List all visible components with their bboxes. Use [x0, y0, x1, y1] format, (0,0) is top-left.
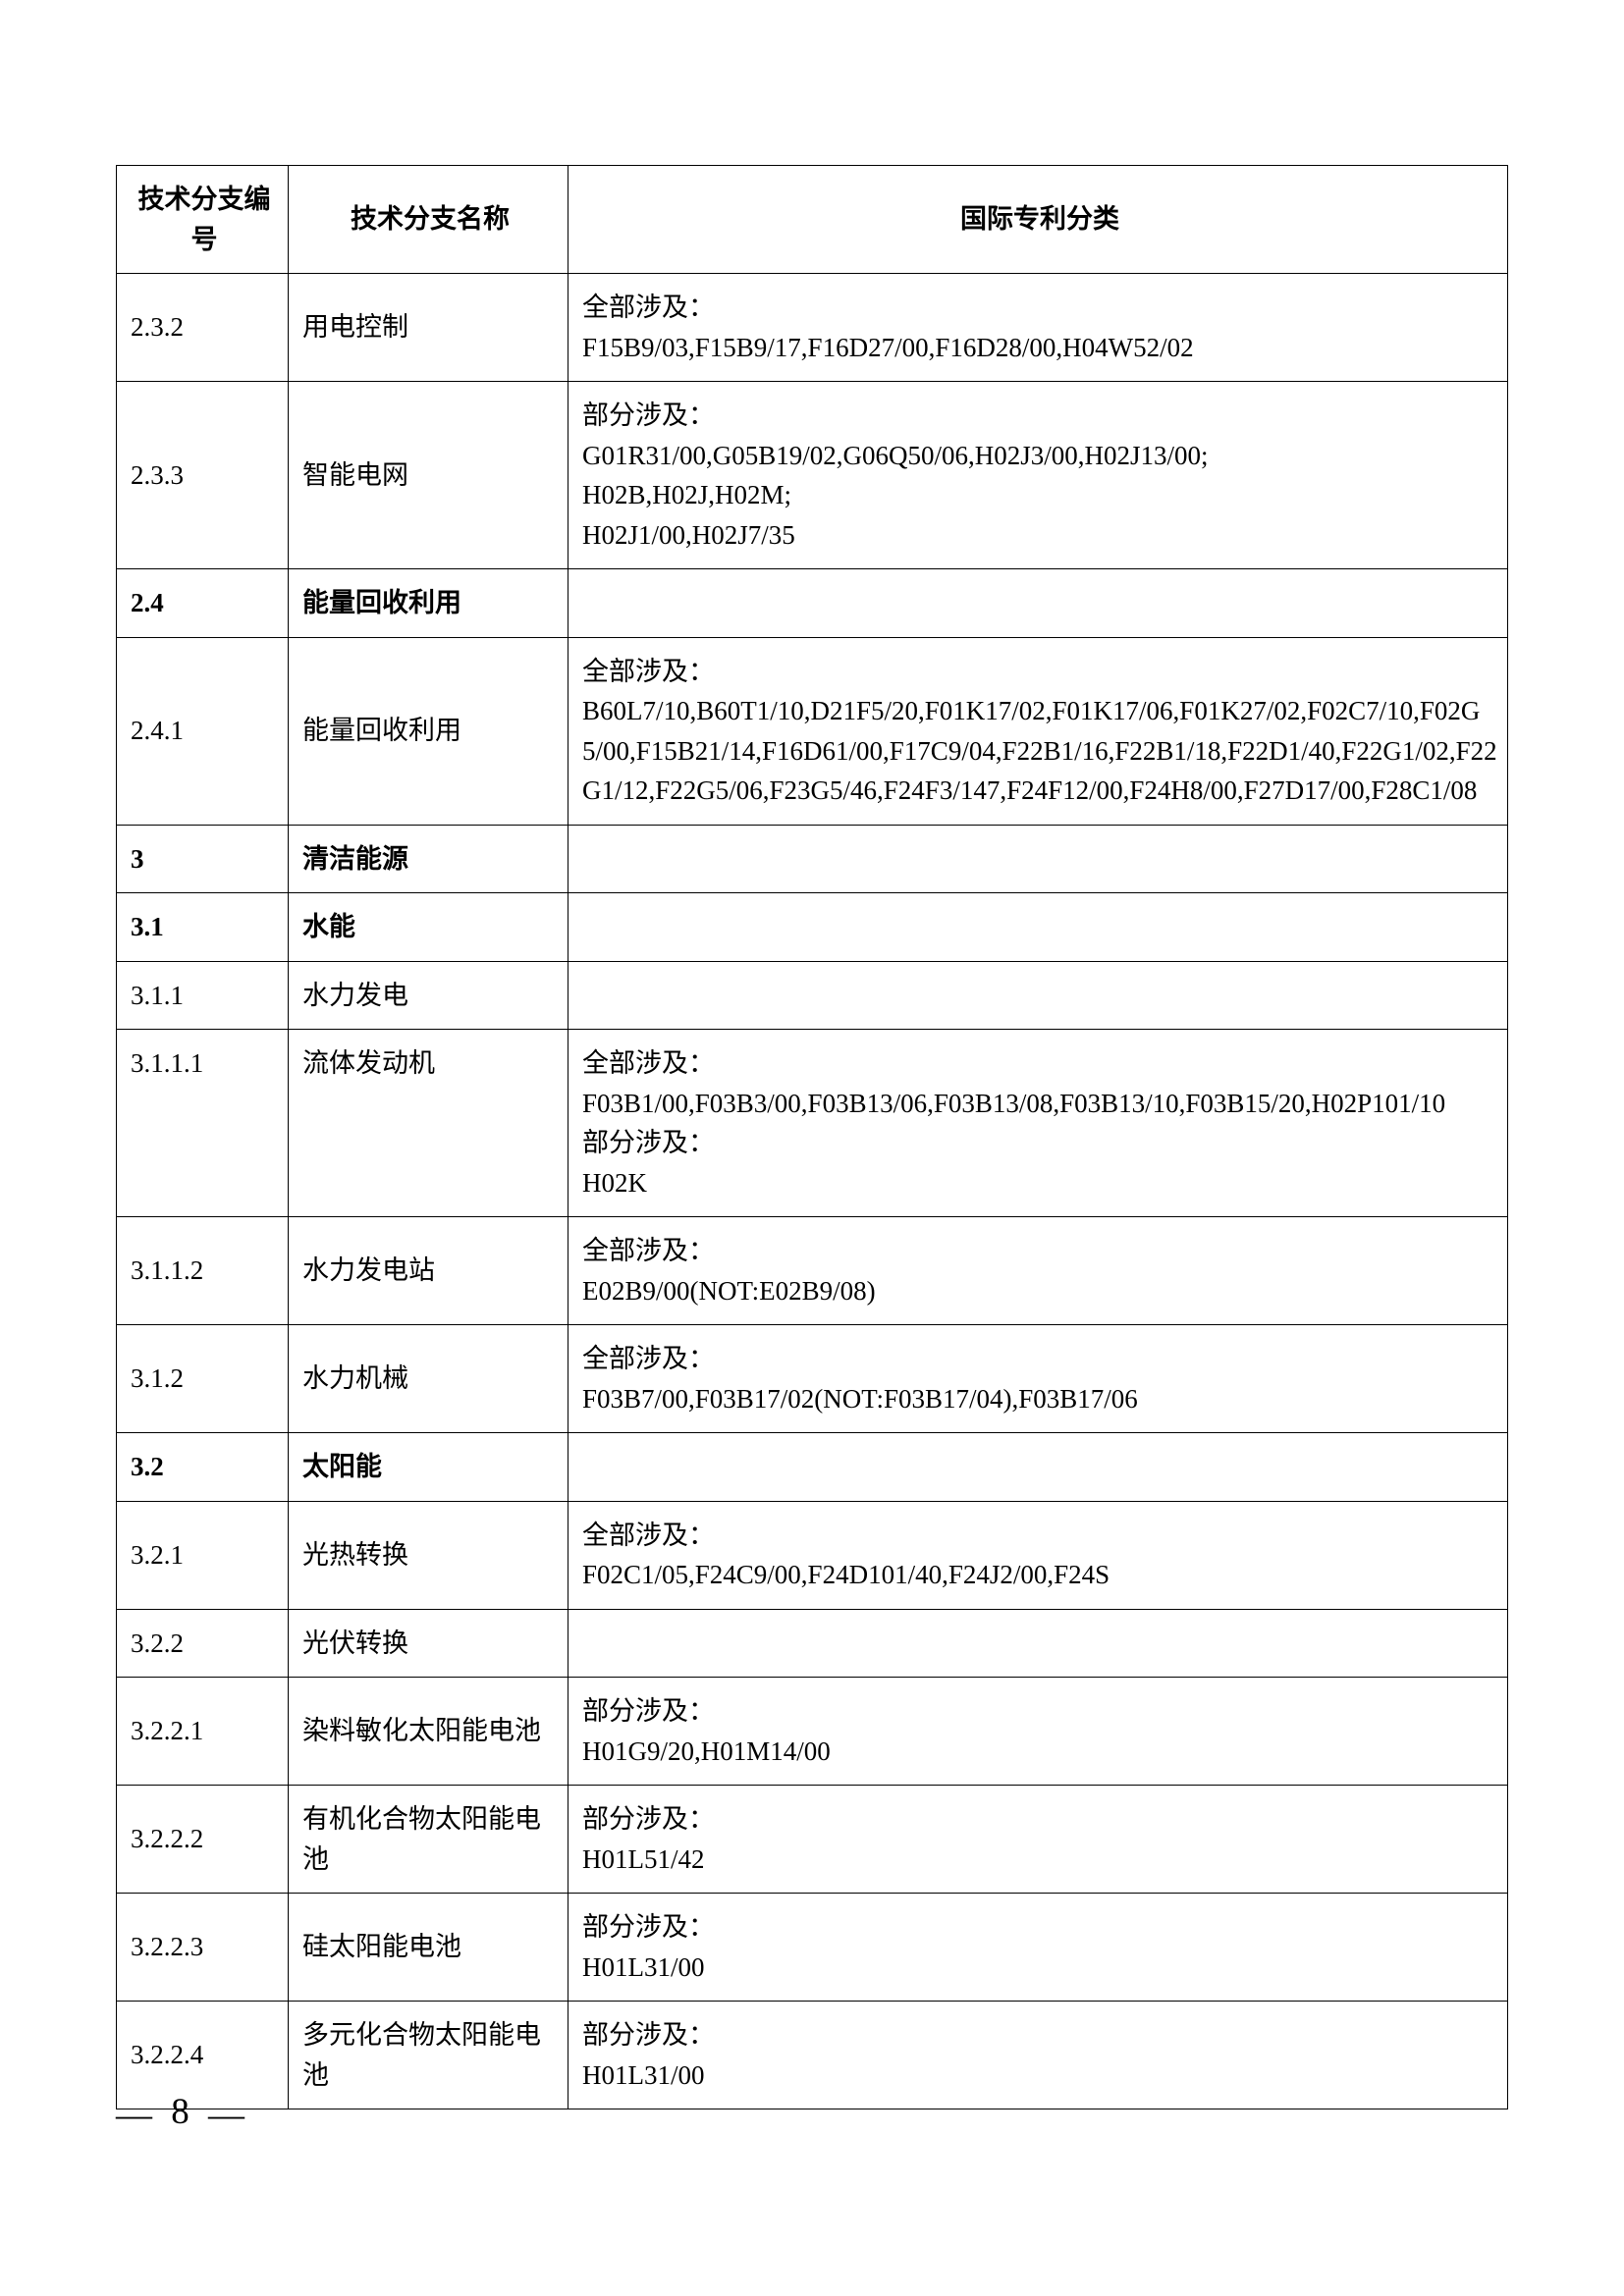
- cell-branch-name: 有机化合物太阳能电池: [289, 1786, 568, 1894]
- cell-branch-name: 水力发电: [289, 961, 568, 1030]
- cell-branch-id: 3.2.2: [117, 1609, 289, 1678]
- cell-branch-name: 水力发电站: [289, 1217, 568, 1325]
- table-row: 3.1水能: [117, 893, 1508, 962]
- header-branch-name: 技术分支名称: [289, 166, 568, 274]
- cell-branch-id: 2.3.3: [117, 382, 289, 569]
- cell-branch-name: 能量回收利用: [289, 569, 568, 638]
- cell-branch-id: 3.2.2.2: [117, 1786, 289, 1894]
- cell-ipc: 全部涉及： F15B9/03,F15B9/17,F16D27/00,F16D28…: [568, 274, 1508, 382]
- header-branch-id: 技术分支编号: [117, 166, 289, 274]
- cell-ipc: 全部涉及： F02C1/05,F24C9/00,F24D101/40,F24J2…: [568, 1501, 1508, 1609]
- page-number-dash-left: —: [116, 2094, 153, 2136]
- cell-branch-name: 智能电网: [289, 382, 568, 569]
- cell-ipc: [568, 825, 1508, 893]
- cell-branch-name: 流体发动机: [289, 1030, 568, 1217]
- cell-ipc: 全部涉及： E02B9/00(NOT:E02B9/08): [568, 1217, 1508, 1325]
- table-row: 3.2.2.2有机化合物太阳能电池部分涉及： H01L51/42: [117, 1786, 1508, 1894]
- table-row: 3.2太阳能: [117, 1433, 1508, 1502]
- cell-ipc: 部分涉及： G01R31/00,G05B19/02,G06Q50/06,H02J…: [568, 382, 1508, 569]
- cell-ipc: 部分涉及： H01L31/00: [568, 1894, 1508, 2002]
- cell-ipc: [568, 893, 1508, 962]
- cell-branch-name: 清洁能源: [289, 825, 568, 893]
- header-ipc: 国际专利分类: [568, 166, 1508, 274]
- cell-branch-name: 用电控制: [289, 274, 568, 382]
- cell-branch-id: 3.1: [117, 893, 289, 962]
- table-row: 3.1.2水力机械全部涉及： F03B7/00,F03B17/02(NOT:F0…: [117, 1325, 1508, 1433]
- cell-branch-name: 硅太阳能电池: [289, 1894, 568, 2002]
- cell-branch-id: 3.1.1: [117, 961, 289, 1030]
- table-row: 3.1.1.1流体发动机全部涉及： F03B1/00,F03B3/00,F03B…: [117, 1030, 1508, 1217]
- table-row: 2.4.1能量回收利用全部涉及： B60L7/10,B60T1/10,D21F5…: [117, 637, 1508, 825]
- cell-branch-name: 水能: [289, 893, 568, 962]
- cell-branch-id: 2.4: [117, 569, 289, 638]
- page-number-dash-right: —: [208, 2094, 245, 2136]
- table-row: 3清洁能源: [117, 825, 1508, 893]
- table-row: 3.2.1光热转换全部涉及： F02C1/05,F24C9/00,F24D101…: [117, 1501, 1508, 1609]
- page-number-value: 8: [163, 2092, 198, 2132]
- cell-branch-id: 3.1.1.1: [117, 1030, 289, 1217]
- cell-ipc: 部分涉及： H01G9/20,H01M14/00: [568, 1678, 1508, 1786]
- cell-branch-id: 3.2.2.1: [117, 1678, 289, 1786]
- cell-ipc: [568, 961, 1508, 1030]
- cell-ipc: 部分涉及： H01L31/00: [568, 2002, 1508, 2109]
- cell-branch-id: 2.4.1: [117, 637, 289, 825]
- table-row: 3.1.1.2水力发电站全部涉及： E02B9/00(NOT:E02B9/08): [117, 1217, 1508, 1325]
- cell-branch-name: 染料敏化太阳能电池: [289, 1678, 568, 1786]
- cell-ipc: 全部涉及： B60L7/10,B60T1/10,D21F5/20,F01K17/…: [568, 637, 1508, 825]
- classification-table: 技术分支编号 技术分支名称 国际专利分类 2.3.2用电控制全部涉及： F15B…: [116, 165, 1508, 2109]
- page-number: — 8 —: [116, 2091, 245, 2136]
- cell-ipc: 部分涉及： H01L51/42: [568, 1786, 1508, 1894]
- cell-ipc: 全部涉及： F03B7/00,F03B17/02(NOT:F03B17/04),…: [568, 1325, 1508, 1433]
- table-row: 3.2.2.3硅太阳能电池部分涉及： H01L31/00: [117, 1894, 1508, 2002]
- cell-branch-name: 太阳能: [289, 1433, 568, 1502]
- table-header-row: 技术分支编号 技术分支名称 国际专利分类: [117, 166, 1508, 274]
- cell-ipc: 全部涉及： F03B1/00,F03B3/00,F03B13/06,F03B13…: [568, 1030, 1508, 1217]
- cell-branch-id: 3.1.1.2: [117, 1217, 289, 1325]
- cell-ipc: [568, 1609, 1508, 1678]
- table-row: 3.2.2光伏转换: [117, 1609, 1508, 1678]
- cell-branch-id: 2.3.2: [117, 274, 289, 382]
- cell-branch-name: 能量回收利用: [289, 637, 568, 825]
- cell-branch-name: 水力机械: [289, 1325, 568, 1433]
- table-body: 2.3.2用电控制全部涉及： F15B9/03,F15B9/17,F16D27/…: [117, 274, 1508, 2109]
- page-content: 技术分支编号 技术分支名称 国际专利分类 2.3.2用电控制全部涉及： F15B…: [116, 165, 1508, 2109]
- cell-branch-id: 3: [117, 825, 289, 893]
- table-row: 3.1.1水力发电: [117, 961, 1508, 1030]
- cell-branch-name: 多元化合物太阳能电池: [289, 2002, 568, 2109]
- cell-branch-id: 3.2.1: [117, 1501, 289, 1609]
- table-row: 2.3.2用电控制全部涉及： F15B9/03,F15B9/17,F16D27/…: [117, 274, 1508, 382]
- table-row: 3.2.2.4多元化合物太阳能电池部分涉及： H01L31/00: [117, 2002, 1508, 2109]
- table-row: 3.2.2.1染料敏化太阳能电池部分涉及： H01G9/20,H01M14/00: [117, 1678, 1508, 1786]
- cell-branch-id: 3.2.2.3: [117, 1894, 289, 2002]
- cell-branch-name: 光热转换: [289, 1501, 568, 1609]
- cell-ipc: [568, 1433, 1508, 1502]
- cell-ipc: [568, 569, 1508, 638]
- cell-branch-id: 3.2: [117, 1433, 289, 1502]
- table-row: 2.3.3智能电网部分涉及： G01R31/00,G05B19/02,G06Q5…: [117, 382, 1508, 569]
- cell-branch-id: 3.1.2: [117, 1325, 289, 1433]
- table-row: 2.4能量回收利用: [117, 569, 1508, 638]
- cell-branch-name: 光伏转换: [289, 1609, 568, 1678]
